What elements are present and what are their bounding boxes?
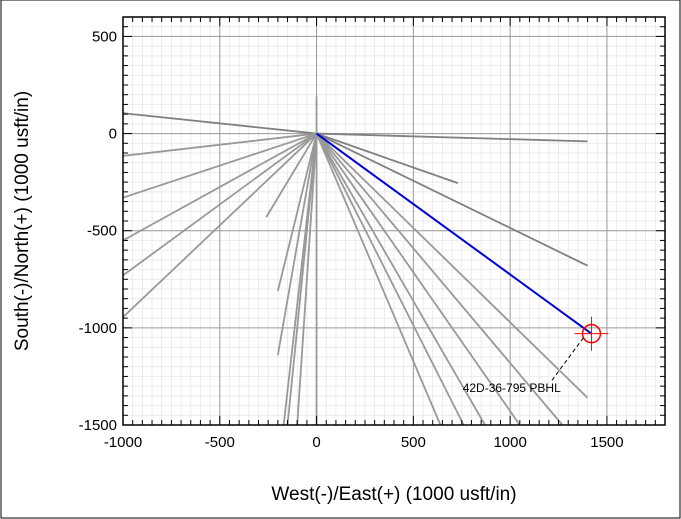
subject-well-trace bbox=[315, 132, 593, 335]
offset-well-line bbox=[315, 132, 589, 399]
x-tick-label: 0 bbox=[312, 434, 320, 451]
offset-well-line bbox=[276, 133, 318, 356]
x-tick-label: 1000 bbox=[493, 434, 526, 451]
x-tick-label: 1500 bbox=[590, 434, 623, 451]
offset-well-line bbox=[315, 133, 521, 426]
offset-well-line bbox=[265, 133, 318, 218]
offset-well-line bbox=[286, 133, 318, 426]
offset-well-line bbox=[122, 132, 318, 242]
offset-well-line bbox=[122, 132, 317, 157]
axis-ticks bbox=[122, 16, 666, 426]
target-leader-line bbox=[550, 337, 584, 383]
x-tick-label: 500 bbox=[401, 434, 426, 451]
offset-well-line bbox=[122, 132, 318, 277]
y-tick-label: -1000 bbox=[79, 320, 117, 337]
x-tick-label: -500 bbox=[205, 434, 235, 451]
offset-well-line bbox=[296, 133, 318, 426]
subject-well-line bbox=[315, 132, 593, 335]
offset-well-line bbox=[315, 133, 442, 426]
offset-well-line bbox=[122, 132, 318, 318]
x-tick-label: -1000 bbox=[104, 434, 142, 451]
offset-well-line bbox=[276, 133, 318, 292]
y-axis-title: South(-)/North(+) (1000 usft/in) bbox=[12, 91, 33, 351]
offset-well-line bbox=[315, 132, 564, 426]
offset-well-line bbox=[315, 133, 465, 426]
well-traces bbox=[122, 96, 589, 426]
y-tick-label: -500 bbox=[87, 223, 117, 240]
offset-well-line bbox=[316, 132, 588, 267]
offset-well-line bbox=[316, 132, 588, 143]
target-label: 42D-36-795 PBHL bbox=[463, 381, 561, 395]
y-tick-label: -1500 bbox=[79, 417, 117, 434]
x-axis-title: West(-)/East(+) (1000 usft/in) bbox=[271, 484, 516, 505]
offset-well-line bbox=[122, 112, 317, 135]
y-tick-label: 500 bbox=[92, 28, 117, 45]
offset-well-line bbox=[315, 133, 486, 426]
offset-well-line bbox=[316, 132, 459, 184]
offset-well-line bbox=[122, 132, 317, 199]
y-tick-label: 0 bbox=[109, 126, 117, 143]
target-marker bbox=[550, 316, 609, 383]
